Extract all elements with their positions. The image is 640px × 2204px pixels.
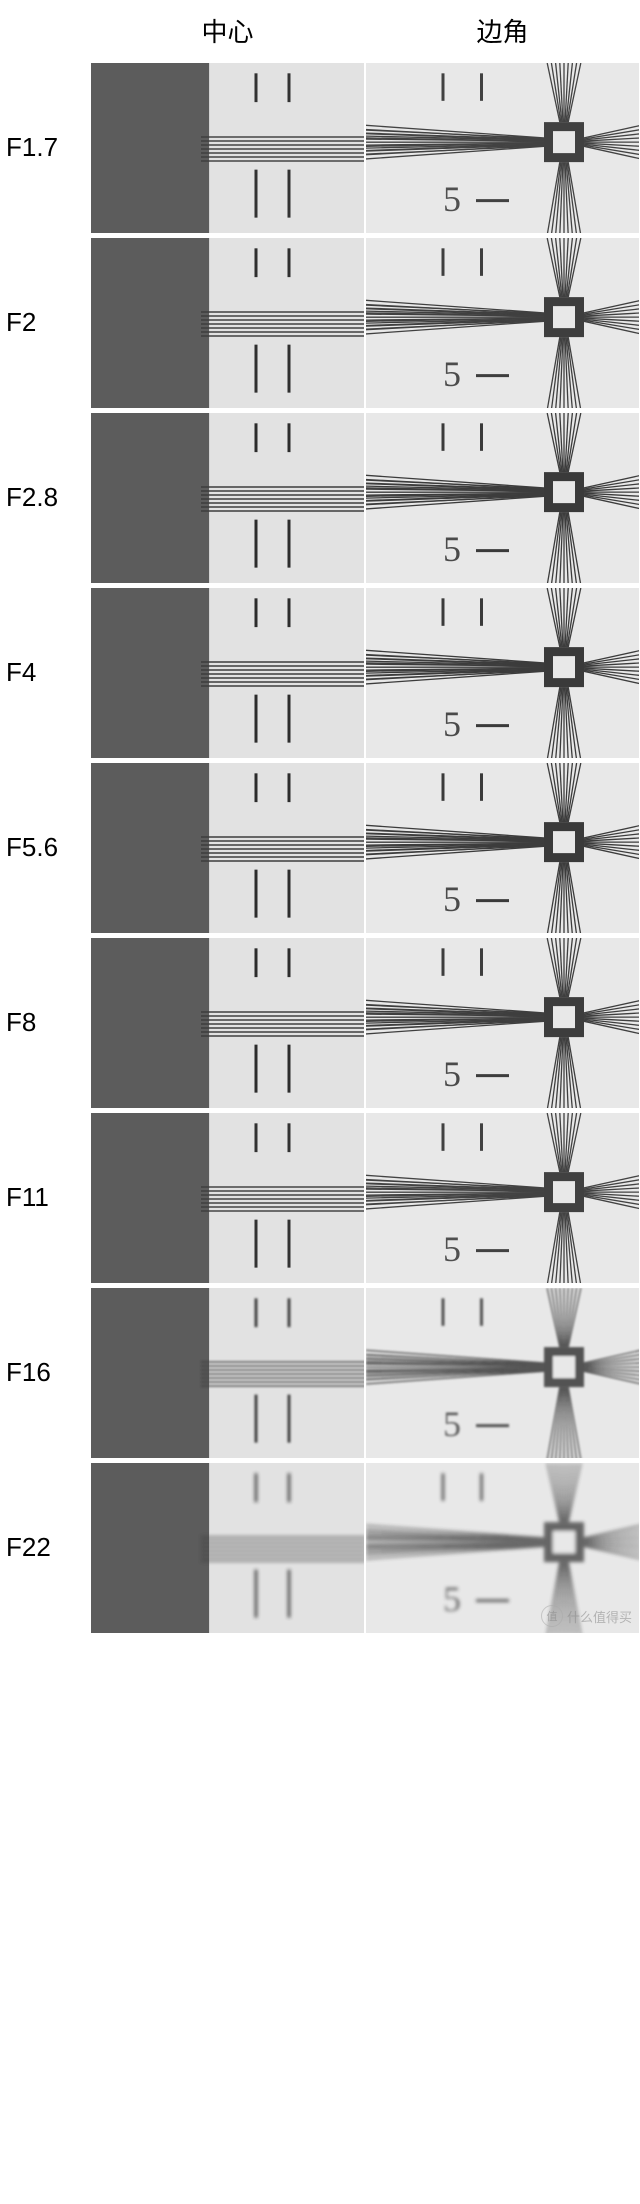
col-header-corner: 边角: [365, 12, 640, 49]
data-row: F5.6 5: [0, 760, 640, 935]
aperture-label: F5.6: [0, 832, 90, 863]
aperture-label: F16: [0, 1357, 90, 1388]
svg-text:5: 5: [443, 878, 461, 918]
corner-crop: 5: [365, 1287, 640, 1459]
aperture-label: F2: [0, 307, 90, 338]
svg-text:5: 5: [443, 1578, 461, 1618]
aperture-label: F2.8: [0, 482, 90, 513]
svg-text:5: 5: [443, 1403, 461, 1443]
svg-text:5: 5: [443, 1053, 461, 1093]
data-row: F16 5: [0, 1285, 640, 1460]
header-row: 中心 边角: [0, 0, 640, 60]
center-crop: [90, 587, 365, 759]
corner-crop: 5: [365, 937, 640, 1109]
center-crop: [90, 937, 365, 1109]
aperture-label: F11: [0, 1182, 90, 1213]
watermark-badge: 值: [541, 1605, 563, 1627]
corner-crop: 5: [365, 62, 640, 234]
corner-crop: 5: [365, 237, 640, 409]
center-crop: [90, 1112, 365, 1284]
svg-text:5: 5: [443, 1228, 461, 1268]
center-crop: [90, 1287, 365, 1459]
data-row: F2 5: [0, 235, 640, 410]
corner-crop: 5: [365, 587, 640, 759]
aperture-label: F8: [0, 1007, 90, 1038]
watermark: 值 什么值得买: [541, 1605, 632, 1627]
center-crop: [90, 1462, 365, 1634]
corner-crop: 5: [365, 412, 640, 584]
svg-text:5: 5: [443, 178, 461, 218]
svg-text:5: 5: [443, 528, 461, 568]
data-row: F11 5: [0, 1110, 640, 1285]
svg-text:5: 5: [443, 353, 461, 393]
data-row: F1.7 5: [0, 60, 640, 235]
corner-crop: 5: [365, 762, 640, 934]
center-crop: [90, 62, 365, 234]
data-row: F2.8 5: [0, 410, 640, 585]
data-row: F4 5: [0, 585, 640, 760]
center-crop: [90, 412, 365, 584]
center-crop: [90, 237, 365, 409]
corner-crop: 5: [365, 1112, 640, 1284]
col-header-center: 中心: [90, 12, 365, 49]
center-crop: [90, 762, 365, 934]
aperture-label: F1.7: [0, 132, 90, 163]
aperture-label: F4: [0, 657, 90, 688]
aperture-label: F22: [0, 1532, 90, 1563]
svg-text:5: 5: [443, 703, 461, 743]
data-row: F8 5: [0, 935, 640, 1110]
watermark-text: 什么值得买: [567, 1607, 632, 1626]
comparison-grid: 中心 边角 F1.7 5 F2: [0, 0, 640, 1635]
